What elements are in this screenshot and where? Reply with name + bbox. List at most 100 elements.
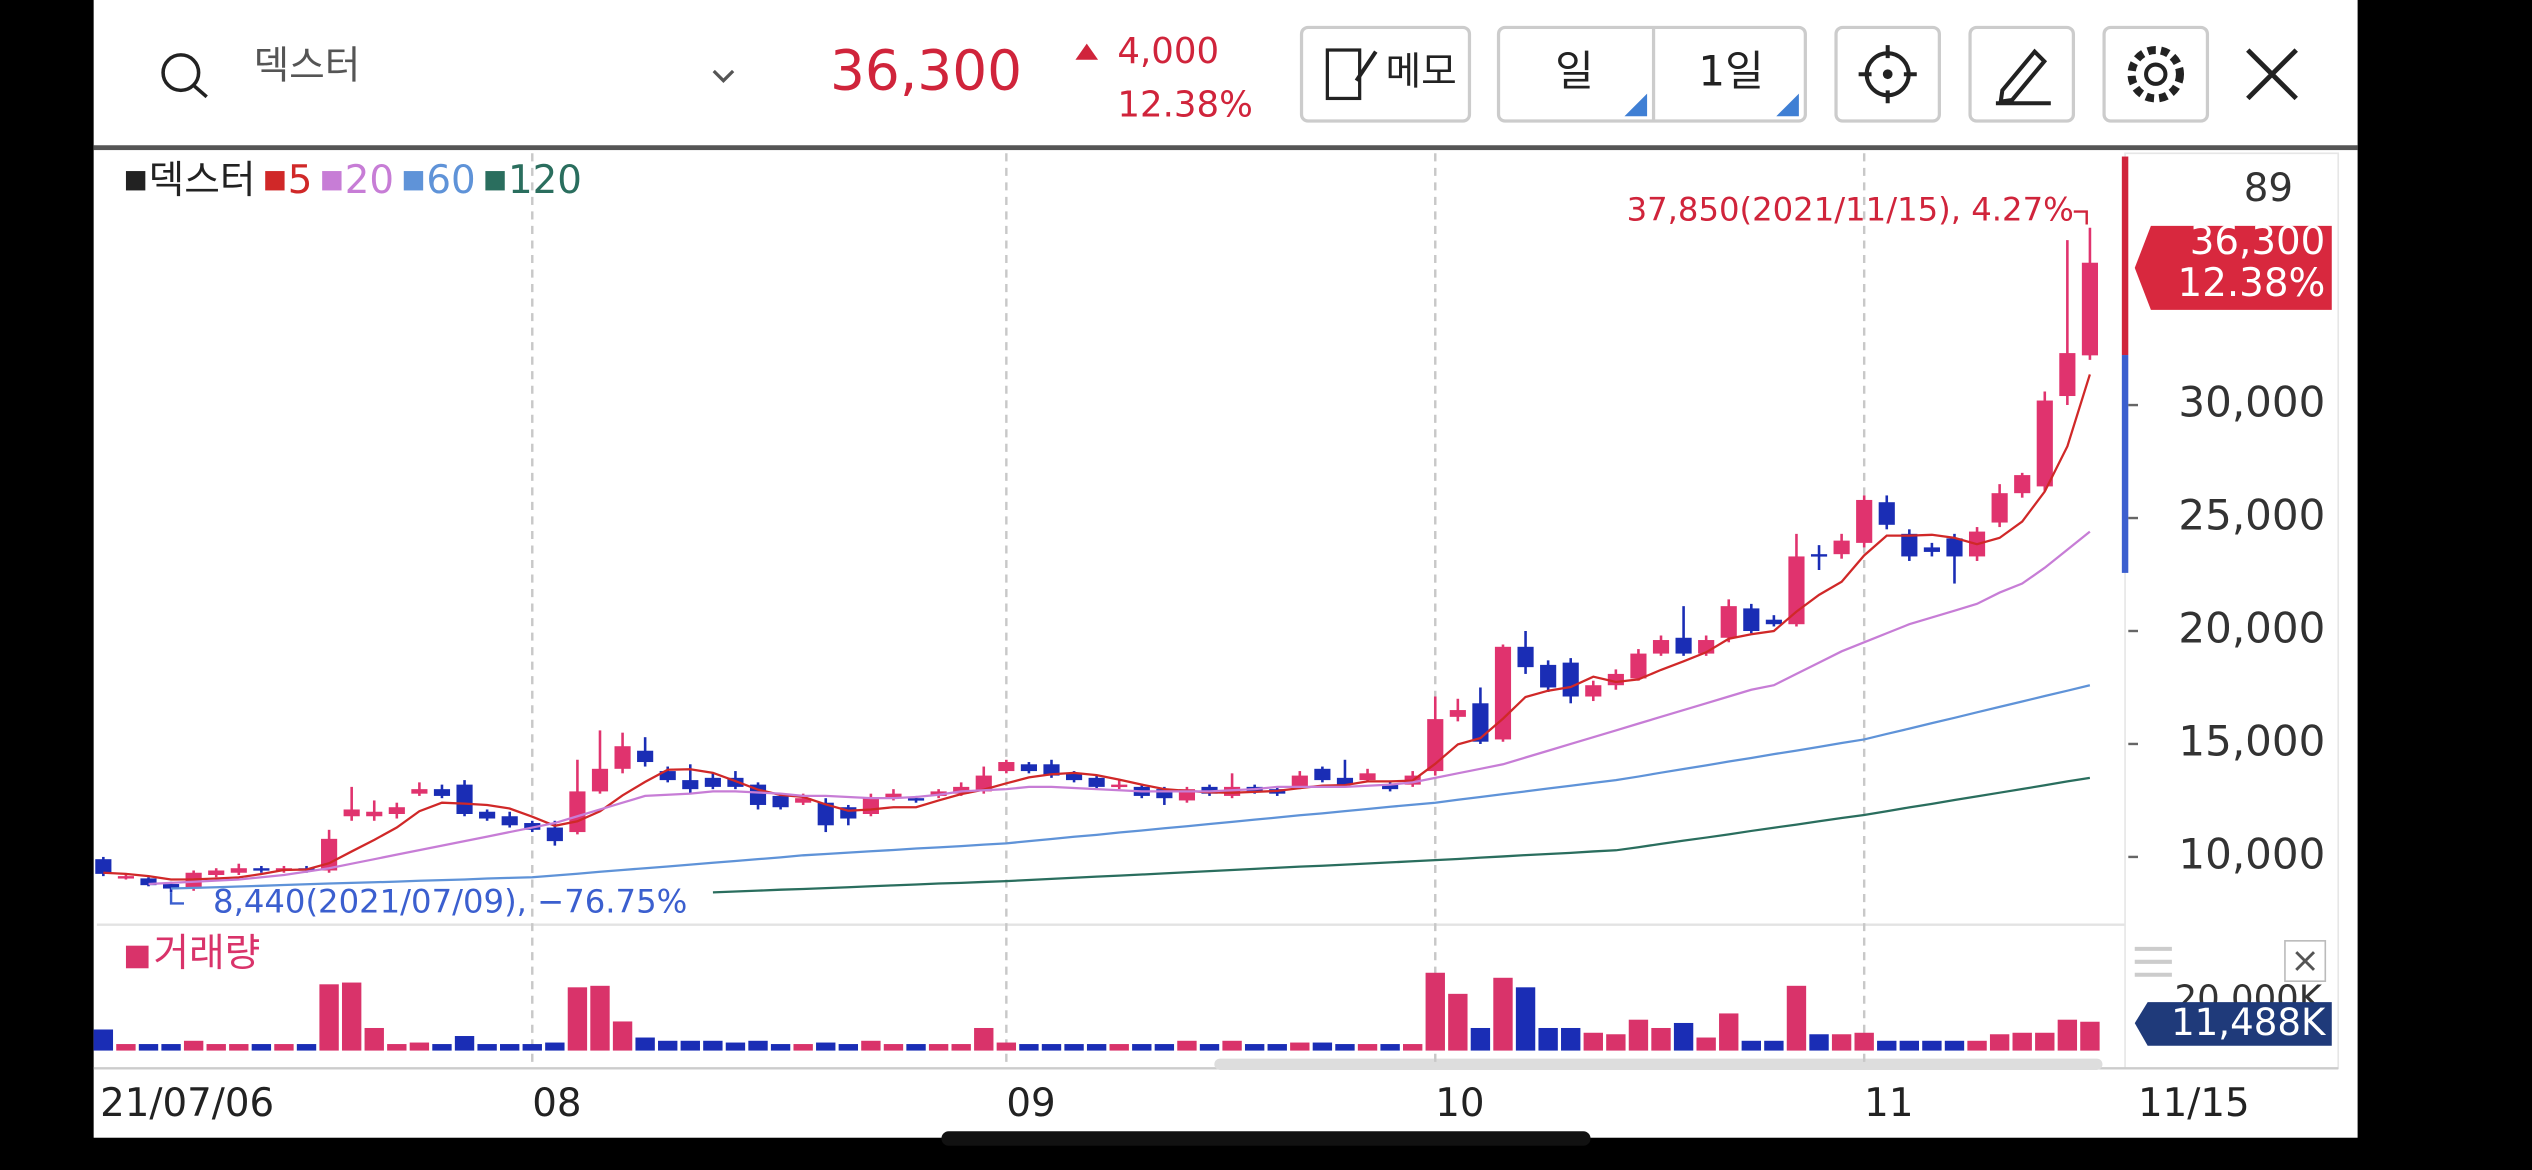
candle-body [253,868,270,871]
volume-bar [1402,1044,1423,1051]
candle-body [1382,784,1399,790]
x-tick-label: 11 [1864,1081,1913,1126]
volume-bar [1177,1040,1197,1051]
legend-swatch [125,171,146,191]
volume-bar [432,1044,452,1051]
candle-body [1043,764,1060,776]
volume-bar [612,1021,633,1051]
volume-bar [2035,1032,2055,1051]
volume-bar [341,982,362,1051]
period[interactable]: 일 [1555,47,1594,96]
volume-bar [1312,1042,1333,1051]
legend-label: 5 [288,158,313,203]
volume-bar [1831,1034,1852,1051]
scrollbar[interactable] [1214,1058,2103,1070]
volume-bar [2080,1021,2100,1051]
volume-bar [1538,1027,1558,1051]
draw-button[interactable] [1968,25,2076,123]
legend-swatch [322,171,342,191]
candle-body [2036,400,2053,487]
memo-label[interactable]: 메모 [1385,50,1456,95]
volume-bar [1154,1044,1175,1051]
volume-bar [1493,977,1513,1051]
volume-bar [1515,987,1536,1051]
volume-bar [838,1044,859,1051]
volume-bar [1267,1044,1287,1051]
candle-body [1562,662,1579,697]
volume-bar [1109,1044,1129,1051]
volume-bar [161,1044,181,1051]
candle-body [546,827,563,842]
stock-name[interactable]: 덱스터 [254,43,361,88]
volume-bar [319,984,339,1051]
candle-body [321,838,338,871]
volume-bar [1064,1044,1084,1051]
candle-body [569,791,586,833]
legend-label: 20 [345,158,394,203]
volume-bar [1989,1034,2010,1051]
volume-bar [725,1042,746,1051]
volume-bar [1380,1044,1400,1051]
candle-body [1111,784,1128,788]
volume-bar [1673,1022,1694,1051]
header: 덱스터 36,300 4,000 12.38% 메모 일 1일 [93,25,2358,151]
close-button[interactable] [2246,48,2298,101]
candle-body [659,771,676,781]
y-tick-label: 10,000 [2178,829,2325,878]
dropdown[interactable] [712,69,735,83]
x-tick-label: 21/07/06 [100,1081,274,1126]
candle-body [1946,538,1963,557]
candle-body [1788,556,1805,625]
price-tag-value: 36,300 [2190,219,2326,264]
volume-bar [1132,1044,1152,1051]
volume-bar [1922,1040,1942,1051]
volume-bar [770,1044,791,1051]
volume-bar [1425,972,1445,1051]
volume-bar [116,1044,136,1051]
volume-bar [454,1036,475,1051]
candle-body [1675,637,1692,654]
candle-body [1088,777,1105,787]
volume-bar [387,1044,407,1051]
candle-body [388,807,405,814]
interval[interactable]: 1일 [1698,47,1763,96]
high-pointer [2073,210,2088,225]
volume-bar [1041,1044,1062,1051]
volume-bar [1357,1044,1378,1051]
volume-bar [206,1044,226,1051]
volume-bar [1583,1032,1603,1051]
candle-body [1540,664,1557,688]
candle-body [1449,710,1466,717]
volume-tag-value: 11,488K [2171,1001,2327,1044]
candle-body [907,798,925,801]
volume-bar [1944,1040,1965,1051]
candle-body [817,802,834,826]
candle-body [1517,646,1534,668]
candle-body [1652,640,1670,654]
legend-label: 덱스터 [149,158,256,203]
volume-bar [1335,1044,1355,1051]
legend-swatch [125,945,149,969]
x-tick-label: 10 [1435,1081,1484,1126]
candle-body [366,811,383,817]
volume-bar [296,1044,317,1051]
ma-line [148,530,2091,886]
volume-bar [477,1044,497,1051]
candle-body [840,807,857,819]
volume-bar [2012,1032,2032,1051]
volume-bar [1290,1042,1310,1051]
candle-body [1472,703,1489,742]
volume-bar [1606,1034,1626,1051]
candle-body [479,811,496,819]
candle-body [1833,540,1850,555]
volume-bar [567,987,588,1051]
candle-body [1065,773,1083,781]
settings-button[interactable] [2102,25,2210,123]
y-tick-label: 20,000 [2178,604,2325,653]
candle-body [230,868,247,873]
candle-body [591,768,609,792]
candle-body [1156,789,1173,799]
search-icon[interactable] [161,53,201,93]
panel [93,0,2358,1138]
volume-bar [274,1044,294,1051]
